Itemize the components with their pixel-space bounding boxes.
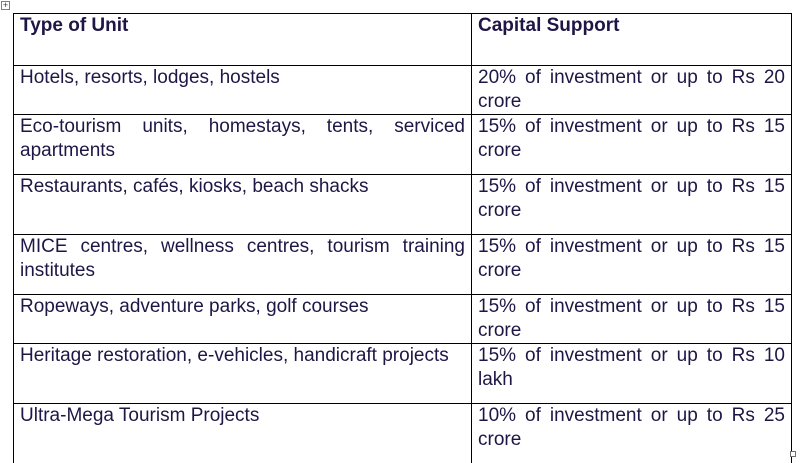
cell-type-of-unit: Restaurants, cafés, kiosks, beach shacks [13,174,472,235]
table-header-row: Type of Unit Capital Support [13,13,792,66]
cell-capital-support: 15% of investment or up to Rs 15 crore [471,234,792,295]
cell-type-of-unit: MICE centres, wellness centres, tourism … [13,234,472,295]
header-type-of-unit: Type of Unit [13,13,472,66]
cell-capital-support: 15% of investment or up to Rs 15 crore [471,174,792,235]
table-row: Heritage restoration, e-vehicles, handic… [13,343,792,404]
cell-capital-support: 15% of investment or up to Rs 15 crore [471,294,792,344]
table-row: MICE centres, wellness centres, tourism … [13,234,792,295]
cell-type-of-unit: Hotels, resorts, lodges, hostels [13,65,472,115]
table-row: Eco-tourism units, homestays, tents, ser… [13,114,792,175]
table-row: Ropeways, adventure parks, golf courses … [13,294,792,344]
table-resize-handle-icon[interactable] [790,451,796,457]
table-move-handle-icon[interactable]: + [1,0,10,10]
capital-support-table: Type of Unit Capital Support Hotels, res… [13,13,792,463]
cell-capital-support: 15% of investment or up to Rs 10 lakh [471,343,792,404]
cell-type-of-unit: Heritage restoration, e-vehicles, handic… [13,343,472,404]
cell-capital-support: 10% of investment or up to Rs 25 crore [471,403,792,463]
cell-type-of-unit: Eco-tourism units, homestays, tents, ser… [13,114,472,175]
cell-capital-support: 15% of investment or up to Rs 15 crore [471,114,792,175]
table-row: Hotels, resorts, lodges, hostels 20% of … [13,65,792,115]
cell-type-of-unit: Ropeways, adventure parks, golf courses [13,294,472,344]
table-row: Ultra-Mega Tourism Projects 10% of inves… [13,403,792,463]
header-capital-support: Capital Support [471,13,792,66]
cell-capital-support: 20% of investment or up to Rs 20 crore [471,65,792,115]
cell-type-of-unit: Ultra-Mega Tourism Projects [13,403,472,463]
table-row: Restaurants, cafés, kiosks, beach shacks… [13,174,792,235]
